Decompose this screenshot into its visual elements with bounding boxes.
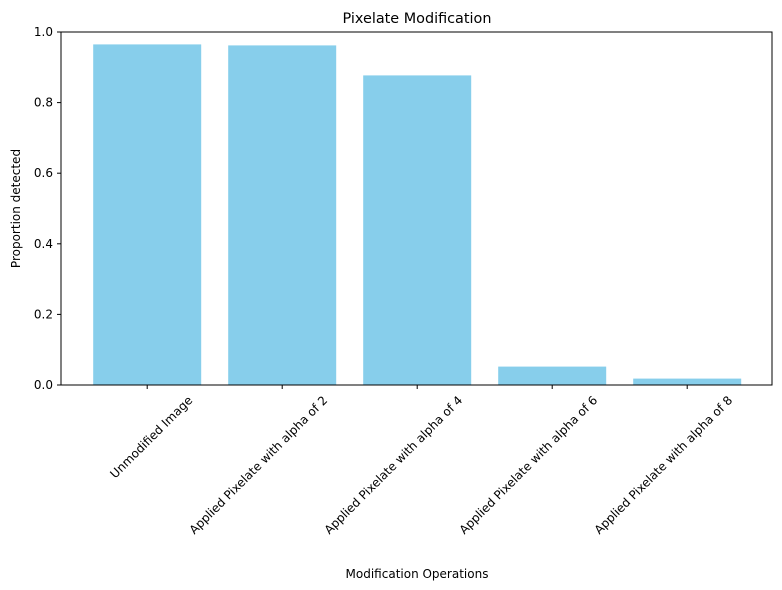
y-tick-label-2: 0.4 bbox=[34, 237, 53, 251]
bar-0 bbox=[93, 44, 202, 386]
bar-2 bbox=[363, 75, 472, 386]
y-axis: 0.0 0.2 0.4 0.6 0.8 1.0 bbox=[34, 25, 61, 392]
y-tick-label-3: 0.6 bbox=[34, 166, 53, 180]
bar-4 bbox=[633, 378, 742, 385]
y-tick-label-4: 0.8 bbox=[34, 96, 53, 110]
x-tick-label-1: Applied Pixelate with alpha of 2 bbox=[187, 393, 331, 537]
x-tick-label-4: Applied Pixelate with alpha of 8 bbox=[592, 393, 736, 537]
y-tick-label-1: 0.2 bbox=[34, 307, 53, 321]
x-tick-label-2: Applied Pixelate with alpha of 4 bbox=[322, 393, 466, 537]
y-axis-label: Proportion detected bbox=[9, 149, 23, 268]
y-tick-label-0: 0.0 bbox=[34, 378, 53, 392]
chart-title: Pixelate Modification bbox=[343, 11, 492, 27]
bar-3 bbox=[498, 366, 607, 385]
plot-frame bbox=[60, 31, 773, 386]
bars-group bbox=[93, 44, 742, 386]
x-tick-label-3: Applied Pixelate with alpha of 6 bbox=[457, 393, 601, 537]
x-axis-label: Modification Operations bbox=[346, 567, 489, 581]
bar-1 bbox=[228, 45, 337, 386]
y-tick-label-5: 1.0 bbox=[34, 25, 53, 39]
x-tick-label-0: Unmodified Image bbox=[107, 393, 195, 481]
